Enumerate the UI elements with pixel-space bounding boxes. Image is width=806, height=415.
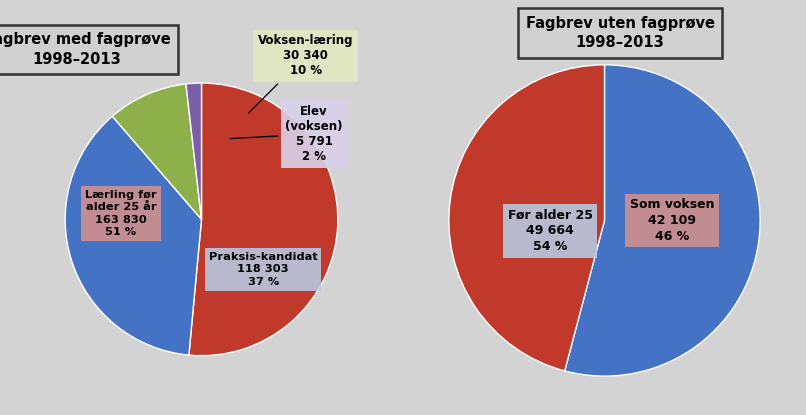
Text: Praksis-kandidat
118 303
37 %: Praksis-kandidat 118 303 37 % (209, 252, 318, 286)
Text: Som voksen
42 109
46 %: Som voksen 42 109 46 % (629, 198, 714, 243)
Wedge shape (565, 65, 760, 376)
Wedge shape (449, 65, 604, 371)
Wedge shape (186, 83, 202, 220)
Wedge shape (65, 116, 202, 355)
Wedge shape (112, 84, 202, 220)
Wedge shape (189, 83, 338, 356)
Text: Før alder 25
49 664
54 %: Før alder 25 49 664 54 % (508, 208, 592, 253)
Text: Fagbrev uten fagprøve
1998–2013: Fagbrev uten fagprøve 1998–2013 (526, 15, 715, 50)
Text: Lærling før
alder 25 år
163 830
51 %: Lærling før alder 25 år 163 830 51 % (85, 190, 156, 237)
Text: Elev
(voksen)
5 791
2 %: Elev (voksen) 5 791 2 % (231, 105, 343, 163)
Text: Voksen-læring
30 340
10 %: Voksen-læring 30 340 10 % (248, 34, 354, 113)
Text: Fagbrev med fagprøve
1998–2013: Fagbrev med fagprøve 1998–2013 (0, 32, 170, 67)
